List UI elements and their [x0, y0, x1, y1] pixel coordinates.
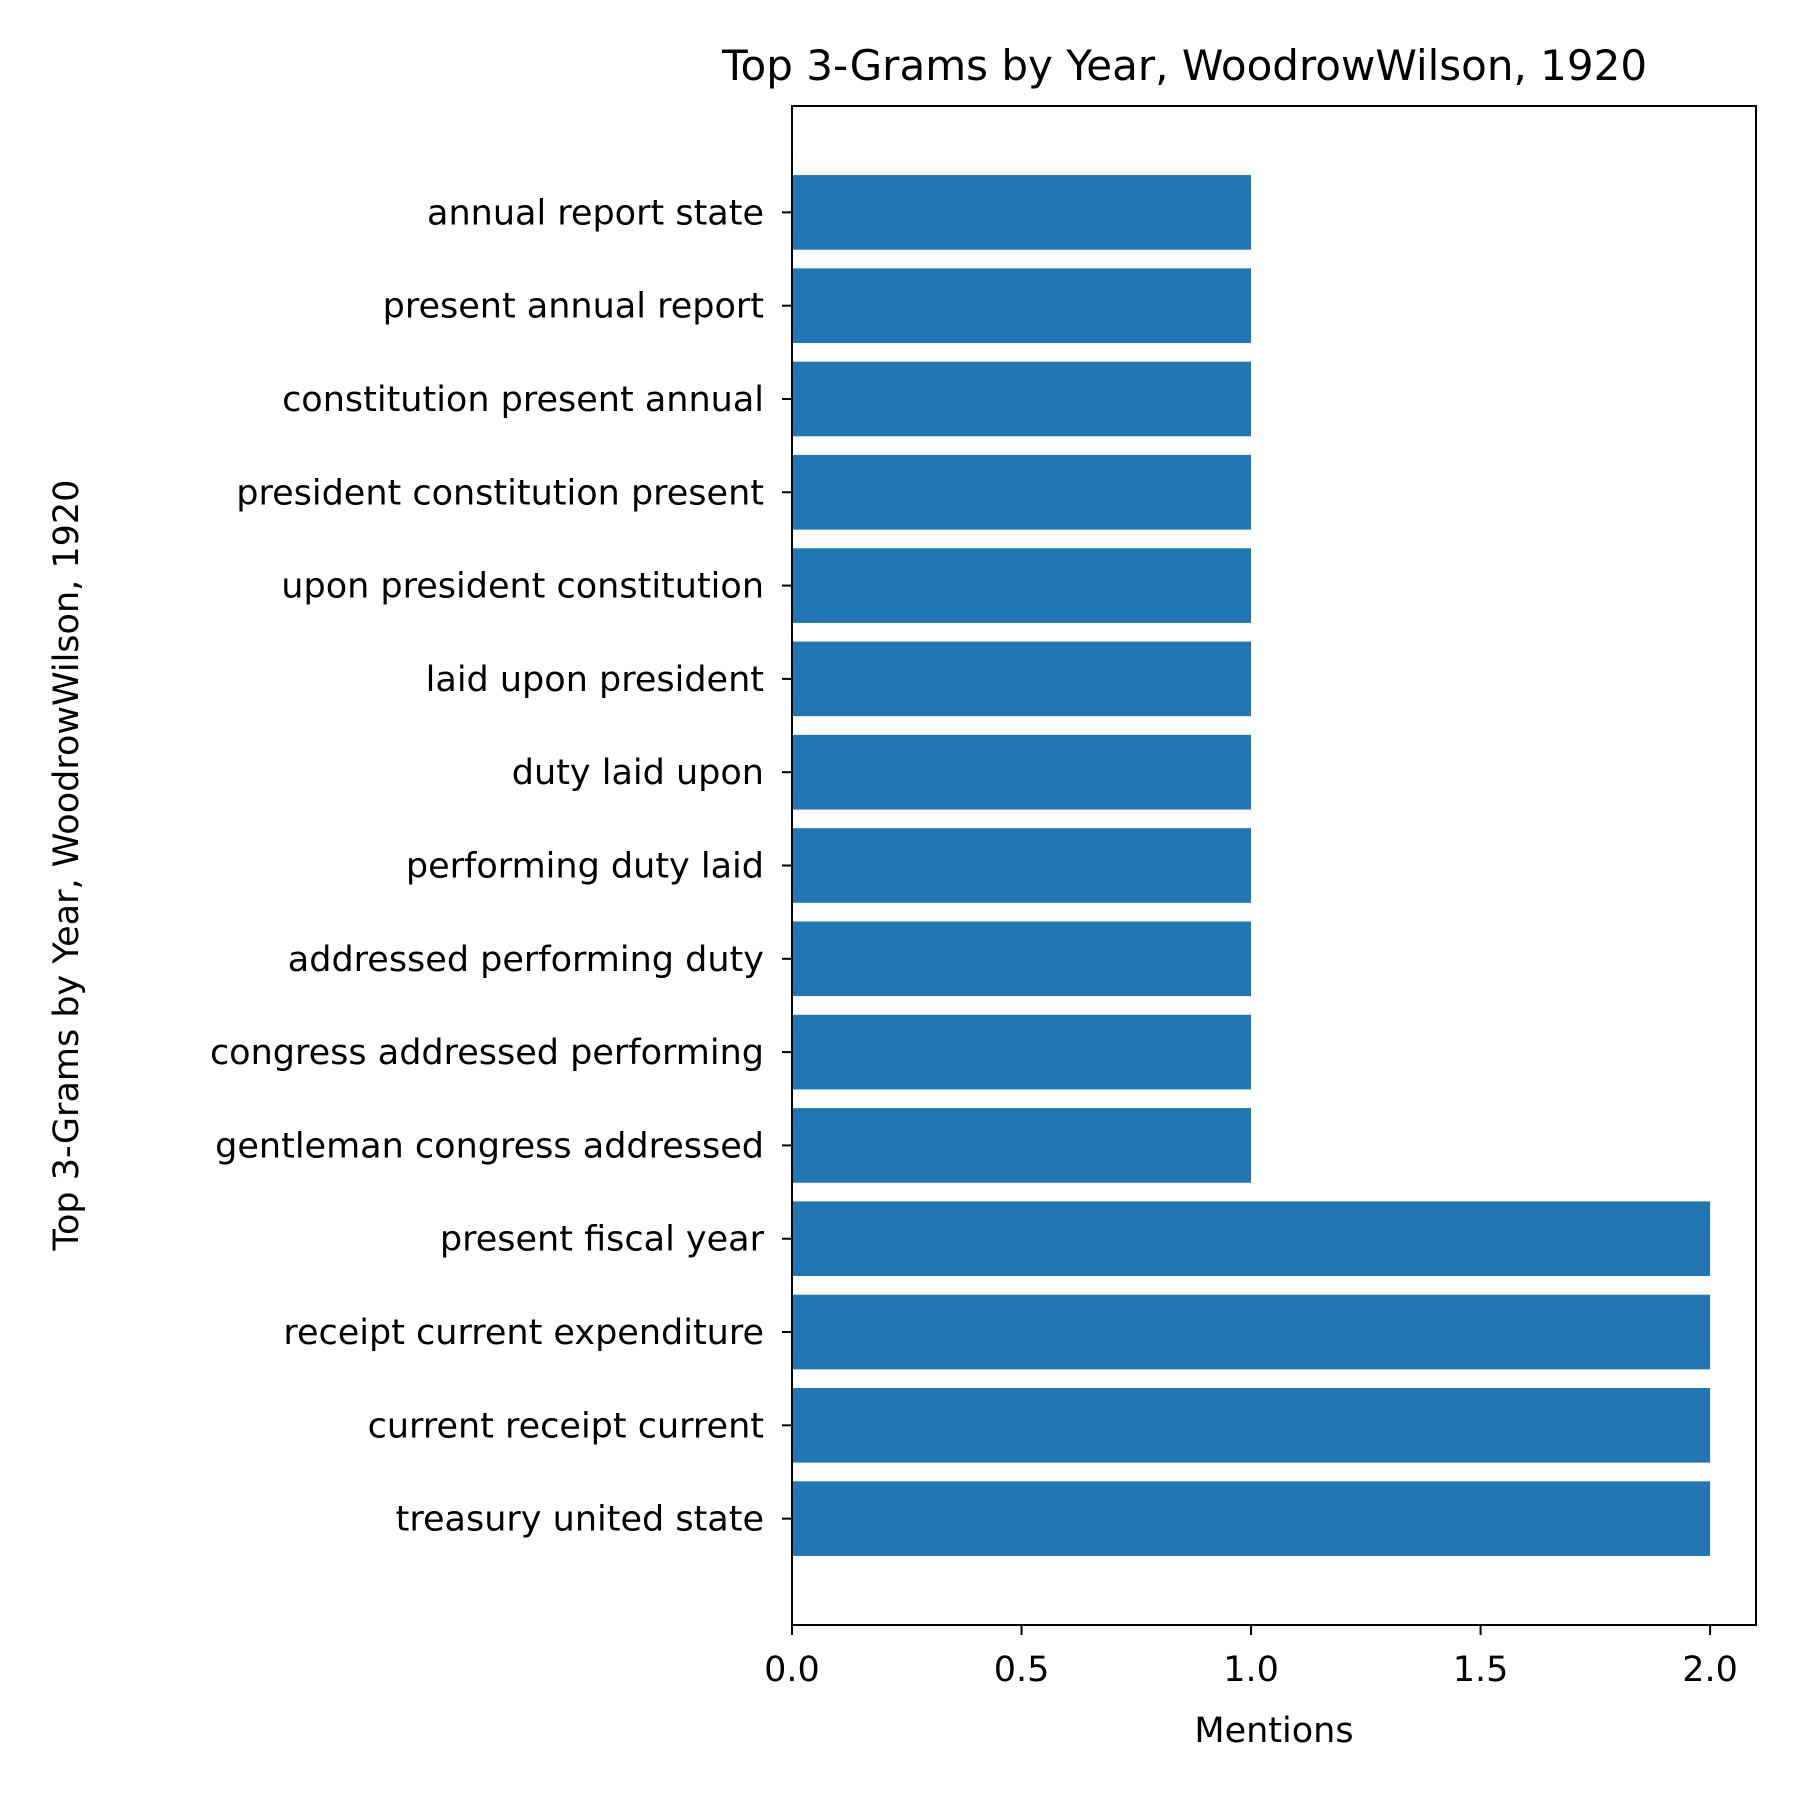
bar-congress-addressed-performing	[792, 1014, 1252, 1090]
bar-addressed-performing-duty	[792, 921, 1252, 997]
y-tick-label: annual report state	[427, 193, 764, 233]
bar-present-fiscal-year	[792, 1201, 1711, 1277]
bar-upon-president-constitution	[792, 548, 1252, 623]
y-tick-label: gentleman congress addressed	[215, 1126, 764, 1166]
bar-present-annual-report	[792, 268, 1252, 343]
y-tick-label: president constitution present	[236, 473, 764, 513]
bar-performing-duty-laid	[792, 828, 1252, 903]
y-tick-label: receipt current expenditure	[283, 1313, 764, 1353]
bar-annual-report-state	[792, 175, 1252, 250]
bar-duty-laid-upon	[792, 734, 1252, 810]
bar-treasury-united-state	[792, 1481, 1711, 1556]
y-tick-label: present fiscal year	[440, 1220, 765, 1260]
bar-laid-upon-president	[792, 641, 1252, 717]
x-axis: 0.0 0.5 1.0 1.5 2.0	[764, 1625, 1738, 1690]
bar-receipt-current-expenditure	[792, 1294, 1711, 1370]
y-tick-label: addressed performing duty	[288, 940, 764, 980]
x-tick-label: 0.5	[994, 1650, 1050, 1690]
y-axis-label: Top 3-Grams by Year, WoodrowWilson, 1920	[47, 480, 87, 1252]
bars-layer	[792, 175, 1711, 1556]
chart-title: Top 3-Grams by Year, WoodrowWilson, 1920	[721, 41, 1647, 90]
bar-president-constitution-present	[792, 454, 1252, 530]
x-axis-label: Mentions	[1194, 1711, 1353, 1751]
y-tick-label: treasury united state	[396, 1500, 764, 1540]
y-tick-label: duty laid upon	[512, 753, 764, 793]
y-tick-label: laid upon president	[426, 660, 764, 700]
y-tick-label: upon president constitution	[281, 567, 764, 607]
y-axis: treasury united state current receipt cur…	[210, 193, 792, 1540]
y-tick-label: constitution present annual	[282, 380, 764, 420]
y-tick-label: congress addressed performing	[210, 1033, 764, 1073]
x-tick-label: 2.0	[1682, 1650, 1738, 1690]
bar-constitution-present-annual	[792, 361, 1252, 437]
bar-gentleman-congress-addressed	[792, 1108, 1252, 1183]
y-tick-label: performing duty laid	[406, 847, 764, 887]
bar-current-receipt-current	[792, 1388, 1711, 1463]
x-tick-label: 1.0	[1223, 1650, 1279, 1690]
y-tick-label: current receipt current	[368, 1406, 764, 1446]
y-tick-label: present annual report	[383, 287, 764, 327]
x-tick-label: 0.0	[764, 1650, 820, 1690]
x-tick-label: 1.5	[1453, 1650, 1509, 1690]
